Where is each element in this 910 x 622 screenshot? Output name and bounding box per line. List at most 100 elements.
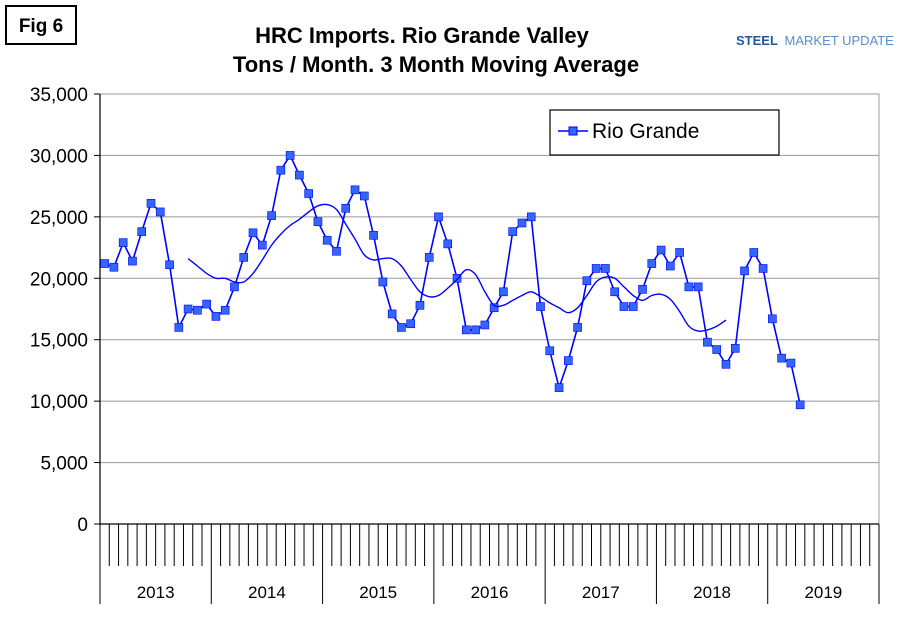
data-point	[489, 303, 499, 313]
data-point	[387, 309, 397, 319]
data-point	[721, 359, 731, 369]
data-point	[183, 304, 193, 314]
x-axis: 2013 2014 2015 2016 2017 2018 2019	[99, 523, 880, 604]
y-tick-label: 30,000	[30, 146, 88, 167]
data-point	[573, 323, 582, 332]
data-point	[128, 256, 137, 266]
x-year-label: 2019	[804, 583, 842, 602]
data-point	[443, 239, 453, 249]
data-point	[758, 264, 768, 273]
legend-marker	[568, 126, 578, 136]
data-point	[295, 170, 304, 180]
data-point	[165, 260, 174, 270]
data-point	[591, 264, 601, 273]
data-point	[740, 266, 749, 276]
data-point	[526, 212, 536, 222]
data-point	[768, 314, 777, 324]
y-tick-label: 0	[77, 515, 88, 536]
data-point	[795, 400, 805, 410]
data-point	[601, 264, 610, 273]
x-year-label: 2014	[248, 583, 286, 602]
data-point	[276, 165, 286, 175]
data-point	[675, 248, 684, 257]
data-point	[564, 356, 573, 365]
data-point	[545, 346, 555, 356]
series-line	[187, 203, 727, 332]
data-point	[499, 287, 508, 297]
data-point	[350, 185, 360, 195]
data-point	[248, 228, 258, 238]
data-point	[137, 227, 147, 236]
legend: Rio Grande	[549, 109, 780, 156]
data-point	[656, 245, 666, 255]
data-point	[703, 337, 712, 347]
data-point	[100, 259, 109, 268]
data-point	[749, 248, 759, 257]
series-line	[104, 153, 801, 405]
data-point	[786, 358, 796, 368]
data-point	[424, 253, 434, 262]
data-point	[462, 325, 471, 335]
y-tick-label: 20,000	[30, 269, 88, 290]
data-point	[628, 302, 638, 311]
data-point	[666, 261, 675, 271]
data-point	[452, 273, 462, 283]
logo: STEEL MARKET UPDATE	[736, 33, 894, 48]
data-point	[415, 301, 425, 310]
data-point	[647, 259, 657, 268]
series-moving-average	[187, 203, 727, 332]
data-point	[341, 203, 351, 213]
y-tick-label: 15,000	[30, 331, 88, 352]
y-tick-label: 35,000	[30, 85, 88, 106]
data-point	[554, 383, 564, 392]
data-point	[777, 353, 786, 363]
data-point	[174, 323, 184, 332]
series-rio-grande	[100, 151, 805, 410]
data-point	[322, 235, 332, 245]
data-point	[536, 302, 545, 311]
data-point	[239, 253, 249, 262]
x-year-label: 2015	[359, 583, 397, 602]
plot-area	[99, 93, 880, 525]
data-point	[397, 323, 406, 332]
data-point	[193, 305, 202, 315]
y-axis: 0 5,000 10,000 15,000 20,000 25,000 30,000 35,0…	[30, 85, 101, 536]
data-point	[109, 262, 119, 272]
data-point	[304, 189, 313, 198]
series-layer	[100, 151, 805, 410]
logo-rest: MARKET UPDATE	[785, 33, 895, 48]
x-year-label: 2016	[471, 583, 509, 602]
legend-entry: Rio Grande	[592, 120, 699, 143]
data-point	[610, 287, 619, 297]
data-point	[230, 282, 239, 292]
figure-label: Fig 6	[5, 5, 77, 45]
data-point	[730, 344, 740, 353]
y-tick-label: 5,000	[40, 454, 88, 475]
data-point	[146, 199, 156, 208]
data-point	[118, 238, 128, 247]
data-point	[211, 312, 221, 321]
data-point	[508, 227, 517, 236]
data-point	[638, 285, 647, 294]
logo-strong: STEEL	[736, 33, 778, 48]
data-point	[332, 246, 341, 256]
data-point	[434, 212, 443, 222]
data-point	[480, 320, 490, 330]
logo-text: STEEL MARKET UPDATE	[736, 33, 894, 48]
data-point	[369, 230, 378, 240]
data-point	[155, 207, 165, 217]
data-point	[619, 302, 629, 311]
x-year-label: 2013	[137, 583, 175, 602]
y-tick-label: 10,000	[30, 392, 88, 413]
data-point	[285, 151, 295, 160]
chart-subtitle: Tons / Month. 3 Month Moving Average	[233, 52, 639, 77]
x-year-label: 2017	[582, 583, 620, 602]
data-point	[378, 277, 388, 287]
data-point	[471, 325, 480, 335]
y-tick-label: 25,000	[30, 208, 88, 229]
data-point	[257, 240, 267, 250]
data-point	[684, 282, 694, 292]
data-point	[693, 282, 703, 292]
x-year-label: 2018	[693, 583, 731, 602]
